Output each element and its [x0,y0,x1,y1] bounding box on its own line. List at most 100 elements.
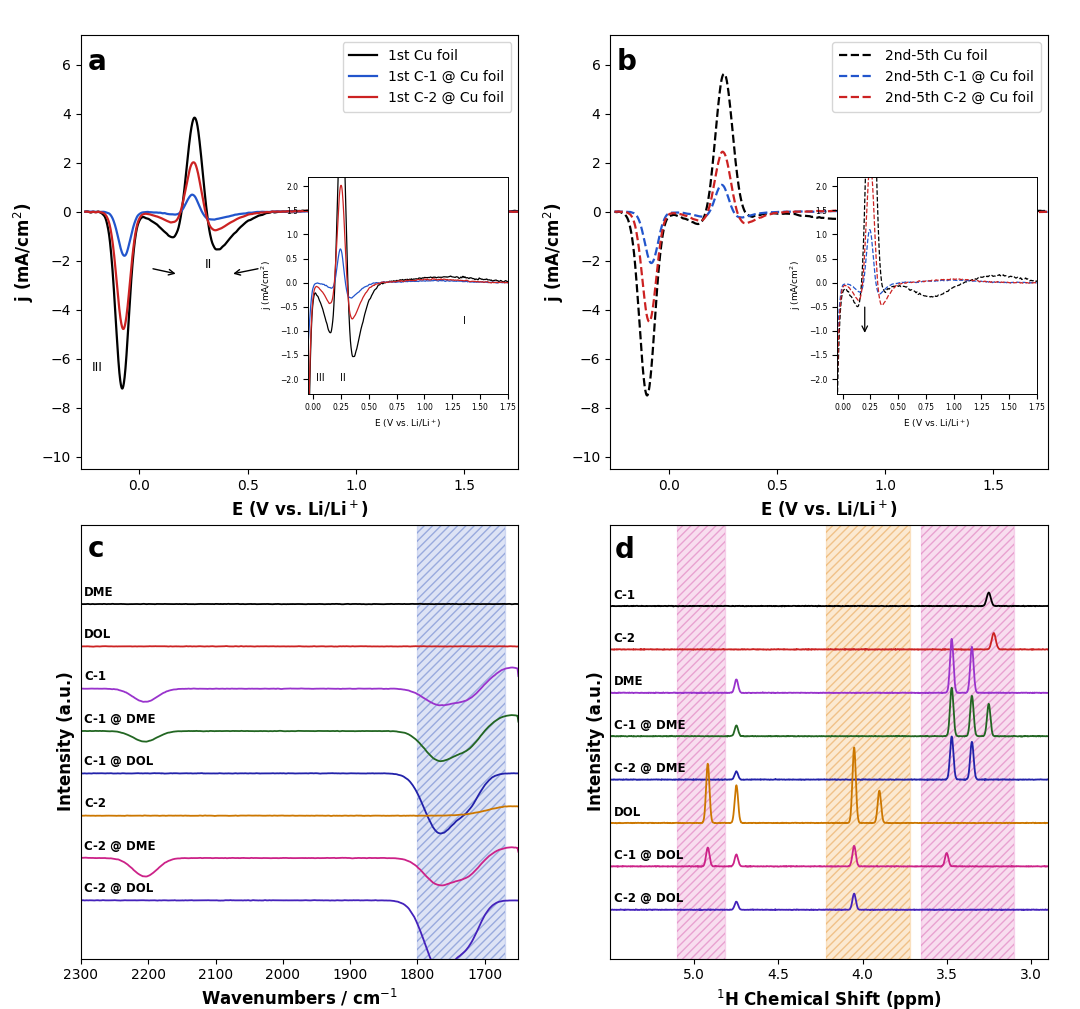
1st C-1 @ Cu foil [154,207,167,219]
1st C-1 @ Cu foil [503,206,516,218]
2nd-5th C-1 @ Cu foil [1032,206,1045,218]
Bar [921,525,1014,959]
Bar [921,470,1014,986]
Text: DME: DME [84,586,113,598]
Y-axis label: j (mA/cm$^2$): j (mA/cm$^2$) [541,203,566,302]
1st Cu foil [129,234,141,246]
1st C-2 @ Cu foil [117,323,130,335]
1st Cu foil [503,206,516,218]
Text: C-2 @ DME: C-2 @ DME [84,839,156,853]
1st C-1 @ Cu foil [457,206,470,218]
1st C-2 @ Cu foil [512,206,525,218]
2nd-5th C-1 @ Cu foil [608,206,621,218]
2nd-5th C-1 @ Cu foil [986,206,999,218]
1st Cu foil [512,205,525,217]
2nd-5th C-1 @ Cu foil [645,257,658,269]
Line: 1st Cu foil: 1st Cu foil [85,118,518,388]
Bar [825,470,909,986]
2nd-5th Cu foil [684,215,697,227]
Legend: 2nd-5th Cu foil, 2nd-5th C-1 @ Cu foil, 2nd-5th C-2 @ Cu foil: 2nd-5th Cu foil, 2nd-5th C-1 @ Cu foil, … [832,42,1041,112]
Text: I: I [463,316,467,326]
Text: II: II [204,258,212,271]
Line: 2nd-5th C-1 @ Cu foil: 2nd-5th C-1 @ Cu foil [615,185,1048,263]
Text: C-2: C-2 [613,632,635,645]
Bar [825,525,909,959]
Bar [418,525,505,959]
1st C-2 @ Cu foil [457,206,470,218]
2nd-5th C-2 @ Cu foil [1041,206,1054,218]
Text: c: c [87,535,105,563]
1st Cu foil [188,112,201,124]
2nd-5th Cu foil [986,203,999,215]
X-axis label: E (V vs. Li/Li$^+$): E (V vs. Li/Li$^+$) [903,418,971,431]
1st C-1 @ Cu foil [245,207,258,219]
Text: b: b [617,47,636,76]
1st C-2 @ Cu foil [187,156,200,169]
2nd-5th C-2 @ Cu foil [986,206,999,218]
2nd-5th Cu foil [717,68,730,80]
2nd-5th C-1 @ Cu foil [684,208,697,220]
1st C-1 @ Cu foil [512,206,525,218]
1st C-1 @ Cu foil [129,216,141,228]
1st C-1 @ Cu foil [186,189,199,201]
1st Cu foil [79,206,92,218]
Line: 2nd-5th Cu foil: 2nd-5th Cu foil [615,74,1048,396]
Text: a: a [87,47,106,76]
1st C-1 @ Cu foil [79,206,92,218]
1st Cu foil [154,222,167,234]
2nd-5th C-2 @ Cu foil [774,207,787,219]
Text: C-2 @ DOL: C-2 @ DOL [84,882,153,895]
Bar [677,470,725,986]
2nd-5th C-2 @ Cu foil [608,206,621,218]
2nd-5th C-2 @ Cu foil [1032,206,1045,218]
2nd-5th C-2 @ Cu foil [793,206,806,218]
Text: DOL: DOL [613,805,640,818]
2nd-5th C-2 @ Cu foil [716,145,729,157]
Y-axis label: j (mA/cm$^2$): j (mA/cm$^2$) [12,203,37,302]
Text: DOL: DOL [84,628,111,641]
2nd-5th Cu foil [774,208,787,220]
X-axis label: E (V vs. Li/Li$^+$): E (V vs. Li/Li$^+$) [374,418,442,431]
Line: 1st C-1 @ Cu foil: 1st C-1 @ Cu foil [85,195,518,255]
1st C-2 @ Cu foil [264,206,276,218]
Text: d: d [616,536,635,564]
X-axis label: $^1$H Chemical Shift (ppm): $^1$H Chemical Shift (ppm) [716,988,942,1009]
2nd-5th Cu foil [793,210,806,222]
Text: C-1: C-1 [84,670,106,683]
Text: II: II [340,373,346,383]
2nd-5th C-1 @ Cu foil [1041,206,1054,218]
Text: C-2 @ DOL: C-2 @ DOL [613,892,683,905]
1st Cu foil [264,206,276,218]
Text: C-1 @ DME: C-1 @ DME [84,712,156,725]
2nd-5th C-1 @ Cu foil [793,206,806,218]
2nd-5th Cu foil [640,389,653,402]
Line: 1st C-2 @ Cu foil: 1st C-2 @ Cu foil [85,162,518,329]
1st Cu foil [245,213,258,225]
1st C-2 @ Cu foil [503,206,516,218]
Text: III: III [92,361,103,374]
Bar [418,515,505,990]
2nd-5th C-1 @ Cu foil [658,214,671,226]
X-axis label: E (V vs. Li/Li$^+$): E (V vs. Li/Li$^+$) [760,498,897,520]
1st C-1 @ Cu foil [118,249,131,261]
Y-axis label: j (mA/cm$^2$): j (mA/cm$^2$) [788,260,804,310]
Text: C-1 @ DME: C-1 @ DME [613,718,685,732]
Y-axis label: Intensity (a.u.): Intensity (a.u.) [586,672,605,811]
Text: C-2: C-2 [84,797,106,810]
2nd-5th Cu foil [658,222,671,234]
Bar [677,525,725,959]
Y-axis label: Intensity (a.u.): Intensity (a.u.) [57,672,76,811]
1st Cu foil [116,382,129,395]
Text: C-2 @ DME: C-2 @ DME [613,762,685,775]
1st C-2 @ Cu foil [245,208,258,220]
Text: C-1: C-1 [613,588,635,601]
1st C-2 @ Cu foil [154,212,167,224]
2nd-5th Cu foil [1032,205,1045,217]
X-axis label: Wavenumbers / cm$^{-1}$: Wavenumbers / cm$^{-1}$ [201,988,399,1009]
2nd-5th Cu foil [608,206,621,218]
Text: DME: DME [613,675,643,688]
2nd-5th C-2 @ Cu foil [643,316,656,328]
X-axis label: E (V vs. Li/Li$^+$): E (V vs. Li/Li$^+$) [231,498,368,520]
Text: III: III [315,373,324,383]
1st C-2 @ Cu foil [79,206,92,218]
